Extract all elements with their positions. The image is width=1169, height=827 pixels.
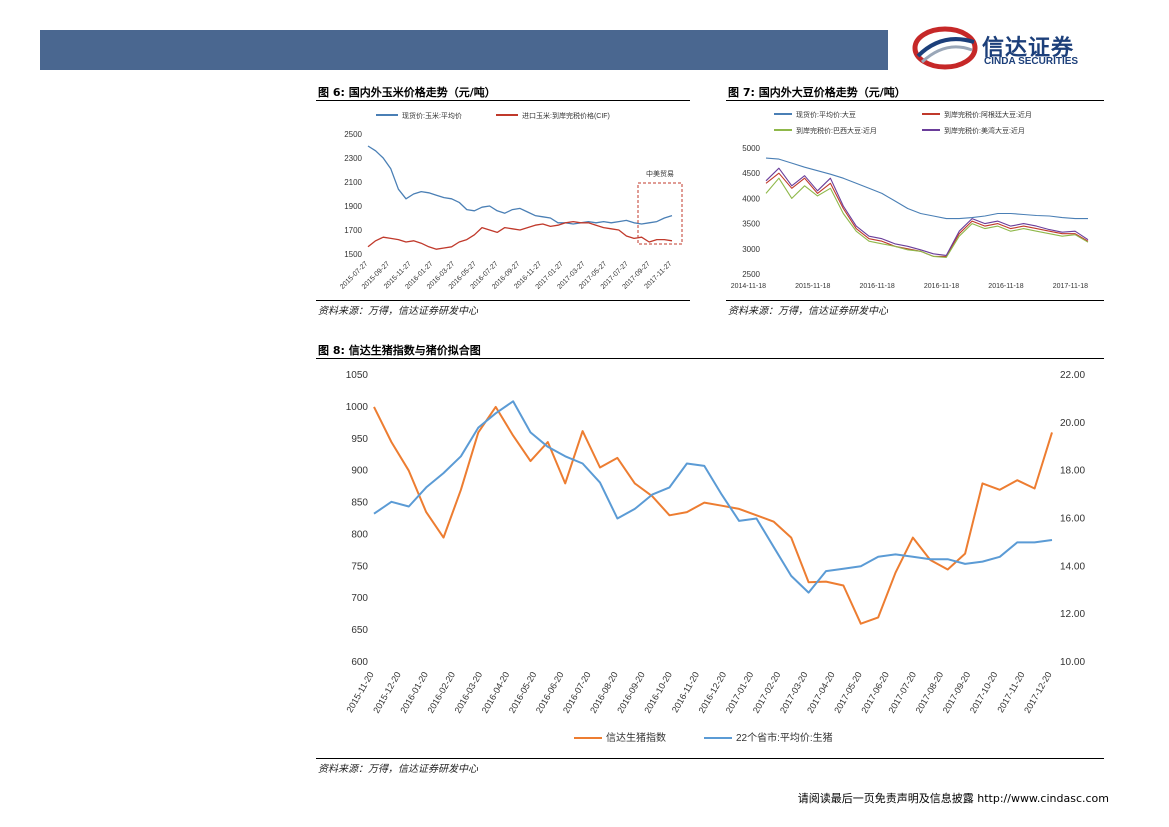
y2-tick-label: 22.00 — [1060, 370, 1085, 381]
legend-label-3: 到岸完税价:美湾大豆:近月 — [944, 126, 1025, 135]
y-tick-label: 2300 — [344, 154, 362, 163]
header-bar — [40, 30, 888, 70]
series-line-1 — [367, 220, 673, 250]
x-tick-label: 2016-12-20 — [697, 670, 729, 715]
y-tick-label: 3500 — [742, 220, 760, 229]
trade-war-annotation-label: 中美贸易 — [646, 169, 674, 178]
y2-tick-label: 12.00 — [1060, 609, 1085, 620]
legend-label-2: 到岸完税价:巴西大豆:近月 — [796, 126, 877, 135]
series-line-1 — [373, 400, 1053, 594]
y-tick-label: 2500 — [742, 270, 760, 279]
y2-tick-label: 10.00 — [1060, 657, 1085, 668]
logo-en-text: CINDA SECURITIES — [984, 56, 1079, 67]
fig8-top-rule — [316, 358, 1104, 359]
x-tick-label: 2016-04-20 — [480, 670, 512, 715]
y-tick-label: 750 — [351, 561, 368, 572]
legend-label-0: 信达生猪指数 — [606, 731, 666, 744]
cinda-logo: 信达证券 CINDA SECURITIES — [912, 26, 1112, 70]
x-tick-label: 2016-03-20 — [453, 670, 485, 715]
y-tick-label: 850 — [351, 498, 368, 509]
x-tick-label: 2017-05-20 — [832, 670, 864, 715]
fig7-bottom-rule — [726, 300, 1104, 301]
y-tick-label: 2100 — [344, 178, 362, 187]
x-tick-label: 2017-03-20 — [778, 670, 810, 715]
y-tick-label: 3000 — [742, 245, 760, 254]
y-tick-label: 600 — [351, 657, 368, 668]
x-tick-label: 2016-10-20 — [642, 670, 674, 715]
x-tick-label: 2016-11-18 — [924, 283, 959, 290]
fig7-title: 图 7: 国内外大豆价格走势（元/吨） — [728, 86, 906, 99]
series-line-2 — [765, 177, 1089, 258]
x-tick-label: 2017-08-20 — [914, 670, 946, 715]
x-tick-label: 2016-06-20 — [534, 670, 566, 715]
x-tick-label: 2017-11-18 — [1053, 283, 1088, 290]
footer-disclaimer: 请阅读最后一页免责声明及信息披露 http://www.cindasc.com — [797, 792, 1109, 805]
x-tick-label: 2015-12-20 — [371, 670, 403, 715]
x-tick-label: 2016-01-20 — [398, 670, 430, 715]
fig6-title: 图 6: 国内外玉米价格走势（元/吨） — [318, 86, 496, 99]
y-tick-label: 1900 — [344, 202, 362, 211]
fig8-bottom-rule — [316, 758, 1104, 759]
x-tick-label: 2015-11-18 — [795, 283, 830, 290]
y-tick-label: 1700 — [344, 226, 362, 235]
x-tick-label: 2016-07-20 — [561, 670, 593, 715]
logo-cn-text: 信达证券 — [982, 36, 1075, 61]
x-tick-label: 2017-09-20 — [941, 670, 973, 715]
x-tick-label: 2017-11-20 — [995, 670, 1026, 714]
trade-war-annotation-box — [637, 182, 683, 245]
x-tick-label: 2016-02-20 — [425, 670, 457, 715]
fig6-source: 资料来源：万得，信达证券研发中心 — [318, 306, 478, 317]
x-tick-label: 2014-11-18 — [731, 283, 766, 290]
fig7-top-rule — [726, 100, 1104, 101]
fig8-source: 资料来源：万得，信达证券研发中心 — [318, 764, 478, 775]
legend-label-0: 现货价:玉米:平均价 — [402, 111, 462, 120]
y-tick-label: 1500 — [344, 250, 362, 259]
y-tick-label: 4500 — [742, 169, 760, 178]
y-tick-label: 650 — [351, 625, 368, 636]
x-tick-label: 2015-11-20 — [344, 670, 375, 714]
series-line-3 — [765, 167, 1089, 256]
x-tick-label: 2017-02-20 — [751, 670, 783, 715]
x-tick-label: 2017-10-20 — [968, 670, 1000, 715]
y-tick-label: 700 — [351, 593, 368, 604]
y2-tick-label: 16.00 — [1060, 514, 1085, 525]
x-tick-label: 2016-08-20 — [588, 670, 620, 715]
x-tick-label: 2016-11-20 — [670, 670, 701, 714]
x-tick-label: 2017-12-20 — [1022, 670, 1054, 715]
legend-label-1: 进口玉米:到岸完税价格(CIF) — [522, 111, 610, 120]
y-tick-label: 4000 — [742, 194, 760, 203]
x-tick-label: 2017-01-20 — [724, 670, 756, 715]
y-tick-label: 950 — [351, 434, 368, 445]
fig6-bottom-rule — [316, 300, 690, 301]
series-line-0 — [367, 145, 673, 225]
x-tick-label: 2017-07-20 — [886, 670, 918, 715]
series-line-0 — [373, 405, 1053, 625]
fig6-chart: 2500230021001900170015002015-07-272015-0… — [339, 111, 683, 291]
x-tick-label: 2017-04-20 — [805, 670, 837, 715]
x-tick-label: 2016-05-20 — [507, 670, 539, 715]
y-tick-label: 900 — [351, 466, 368, 477]
legend-label-0: 现货价:平均价:大豆 — [796, 110, 856, 119]
fig6-top-rule — [316, 100, 690, 101]
cinda-logo-icon — [912, 26, 978, 70]
x-tick-label: 2016-11-18 — [860, 283, 895, 290]
x-tick-label: 2017-06-20 — [859, 670, 891, 715]
y-tick-label: 5000 — [742, 144, 760, 153]
y-tick-label: 2500 — [344, 130, 362, 139]
fig7-source: 资料来源：万得，信达证券研发中心 — [728, 306, 888, 317]
x-tick-label: 2016-11-18 — [988, 283, 1023, 290]
y2-tick-label: 20.00 — [1060, 418, 1085, 429]
y2-tick-label: 14.00 — [1060, 561, 1085, 572]
legend-label-1: 22个省市:平均价:生猪 — [736, 731, 833, 744]
y-tick-label: 1050 — [346, 370, 369, 381]
legend-label-1: 到岸完税价:阿根廷大豆:近月 — [944, 110, 1032, 119]
fig8-title: 图 8: 信达生猪指数与猪价拟合图 — [318, 344, 481, 357]
y-tick-label: 1000 — [346, 402, 369, 413]
fig7-chart: 5000 4500 4000 3500 3000 2500 2014-11-18 2015-1… — [731, 110, 1089, 290]
y2-tick-label: 18.00 — [1060, 466, 1085, 477]
y-tick-label: 800 — [351, 529, 368, 540]
series-line-0 — [765, 157, 1088, 220]
fig8-chart: 1050 1000 950 900 850 800 750 700 650 600 22.00 20.… — [344, 370, 1085, 744]
x-tick-label: 2016-09-20 — [615, 670, 647, 715]
